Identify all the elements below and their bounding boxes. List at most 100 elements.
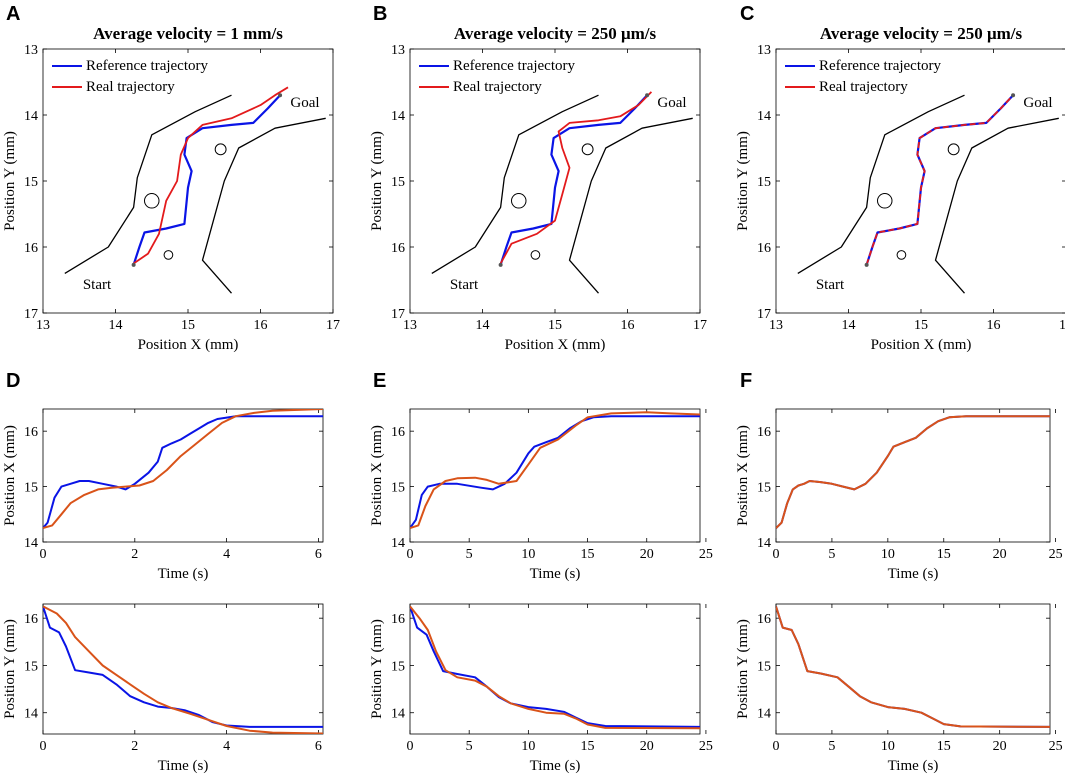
y-tick-label: 15: [391, 659, 405, 674]
y-tick-label: 14: [391, 109, 405, 124]
obstacle-circle: [530, 250, 541, 260]
y-tick-label: 16: [24, 241, 38, 256]
x-tick-label: 25: [1049, 547, 1063, 562]
x-tick-label: 20: [640, 739, 654, 754]
goal-label: Goal: [1023, 95, 1052, 111]
y-tick-label: 15: [24, 659, 38, 674]
reference-trajectory-line: [499, 94, 648, 266]
y-axis-label: Position Y (mm): [2, 619, 18, 719]
x-tick-label: 10: [521, 739, 535, 754]
x-tick-label: 4: [223, 739, 230, 754]
panel-title: Average velocity = 1 mm/s: [93, 24, 283, 43]
real-trajectory-line: [499, 91, 653, 264]
y-tick-label: 15: [757, 481, 771, 496]
x-axis-label: Time (s): [530, 566, 581, 582]
legend-real-label: Real trajectory: [453, 79, 542, 95]
x-tick-label: 20: [993, 547, 1007, 562]
y-tick-label: 16: [391, 612, 405, 627]
x-tick-label: 25: [699, 739, 713, 754]
y-tick-label: 16: [757, 425, 771, 440]
axes-frame: [409, 408, 701, 543]
y-tick-label: 14: [757, 536, 771, 551]
panel-label: C: [740, 3, 754, 25]
y-tick-label: 16: [391, 425, 405, 440]
y-axis-label: Position X (mm): [369, 425, 385, 526]
x-tick-label: 15: [937, 739, 951, 754]
x-tick-label: 13: [769, 318, 783, 333]
x-tick-label: 17: [326, 318, 340, 333]
x-tick-label: 5: [828, 547, 835, 562]
x-tick-label: 0: [40, 547, 47, 562]
real-trajectory-line: [865, 94, 1014, 266]
y-tick-label: 17: [757, 307, 771, 322]
x-tick-label: 17: [693, 318, 707, 333]
time-series-panel-E-bottom: 0 5 10 15 20 25 14 15 16 Time (s) Position Y (mm): [369, 603, 713, 774]
reference-trajectory-line: [410, 606, 700, 728]
reference-trajectory-line: [865, 94, 1014, 266]
x-tick-label: 15: [181, 318, 195, 333]
y-tick-label: 17: [24, 307, 38, 322]
real-trajectory-line: [410, 411, 700, 530]
y-axis-label: Position Y (mm): [735, 131, 751, 231]
real-trajectory-line: [776, 415, 1050, 529]
legend-reference-label: Reference trajectory: [453, 58, 575, 74]
x-axis-label: Time (s): [888, 566, 939, 582]
x-tick-label: 15: [937, 547, 951, 562]
x-tick-label: 10: [881, 739, 895, 754]
panel-label: D: [6, 370, 20, 392]
y-tick-label: 14: [24, 109, 38, 124]
panel-label: F: [740, 370, 752, 392]
y-tick-label: 16: [757, 612, 771, 627]
goal-marker: [1011, 93, 1016, 98]
y-tick-label: 17: [391, 307, 405, 322]
reference-trajectory-line: [43, 606, 323, 728]
y-tick-label: 14: [24, 707, 38, 722]
x-tick-label: 0: [773, 547, 780, 562]
x-tick-label: 0: [407, 547, 414, 562]
panel-label: A: [6, 3, 20, 25]
channel-wall: [64, 94, 232, 274]
channel-wall: [934, 117, 1059, 294]
x-tick-label: 20: [993, 739, 1007, 754]
y-tick-label: 16: [24, 612, 38, 627]
real-trajectory-line: [43, 409, 323, 530]
panel-title: Average velocity = 250 μm/s: [454, 24, 657, 43]
y-axis-label: Position X (mm): [735, 425, 751, 526]
x-axis-label: Position X (mm): [505, 337, 606, 353]
y-axis-label: Position Y (mm): [369, 131, 385, 231]
panel-label: B: [373, 3, 387, 25]
x-tick-label: 6: [315, 547, 322, 562]
x-tick-label: 14: [476, 318, 490, 333]
reference-trajectory-line: [43, 415, 323, 529]
x-tick-label: 2: [131, 739, 138, 754]
x-tick-label: 14: [109, 318, 123, 333]
obstacle-circle: [896, 250, 907, 260]
x-tick-label: 2: [131, 547, 138, 562]
time-series-panel-D-bottom: 0 2 4 6 14 15 16 Time (s) Position Y (mm): [2, 603, 324, 774]
x-tick-label: 25: [699, 547, 713, 562]
x-axis-label: Position X (mm): [138, 337, 239, 353]
x-tick-label: 13: [36, 318, 50, 333]
goal-label: Goal: [657, 95, 686, 111]
x-tick-label: 10: [521, 547, 535, 562]
x-tick-label: 20: [640, 547, 654, 562]
axes-frame: [775, 603, 1051, 735]
real-trajectory-line: [410, 605, 700, 730]
time-series-panel-F-bottom: 0 5 10 15 20 25 14 15 16 Time (s) Position Y (mm): [735, 603, 1063, 774]
x-axis-label: Time (s): [888, 758, 939, 774]
y-tick-label: 15: [757, 175, 771, 190]
start-label: Start: [450, 277, 479, 293]
reference-trajectory-line: [132, 94, 281, 266]
axes-frame: [42, 408, 324, 543]
channel-wall: [431, 94, 599, 274]
channel-wall: [568, 117, 693, 294]
obstacle-circle: [947, 143, 960, 156]
x-tick-label: 14: [842, 318, 856, 333]
y-tick-label: 13: [24, 43, 38, 58]
x-tick-label: 16: [621, 318, 635, 333]
y-tick-label: 15: [24, 175, 38, 190]
goal-marker: [278, 93, 283, 98]
